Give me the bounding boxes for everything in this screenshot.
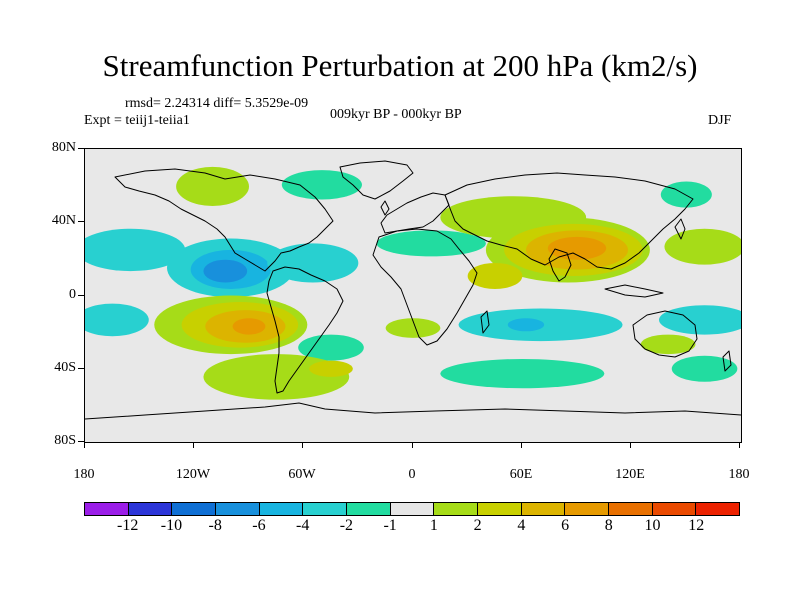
colorbar-label-5: -2	[339, 517, 354, 534]
field-contour-12	[547, 236, 607, 260]
field-contour-7	[376, 230, 486, 257]
colorbar-swatch-5	[303, 503, 348, 515]
colorbar-swatch-9	[478, 503, 522, 515]
lat-label-40n: 40N	[51, 213, 76, 228]
lat-label-equator: 0	[69, 287, 76, 302]
coastline-indonesia	[604, 284, 664, 298]
field-contour-13	[467, 262, 523, 289]
lat-label-80n: 80N	[51, 140, 76, 155]
lon-tick-120w	[193, 442, 194, 448]
coastline-uk	[380, 200, 390, 216]
field-contour-21	[298, 334, 364, 361]
lat-label-80s: 80S	[54, 433, 76, 448]
colorbar-label-2: -8	[208, 517, 222, 534]
coastline-asia	[444, 172, 694, 270]
season-label: DJF	[708, 113, 732, 128]
colorbar-label-0: -12	[117, 517, 139, 534]
coastlines	[85, 160, 741, 420]
colorbar-swatch-2	[172, 503, 217, 515]
colorbar-label-7: 1	[429, 517, 438, 534]
lon-tick-120e	[630, 442, 631, 448]
lat-tick-80s	[78, 441, 84, 442]
stats-text: rmsd= 2.24314 diff= 5.3529e-09	[125, 96, 309, 111]
colorbar-label-9: 4	[517, 517, 526, 534]
lon-tick-0	[412, 442, 413, 448]
field-contour-3	[203, 259, 248, 283]
field-contour-20	[85, 303, 149, 337]
coastline-south-america	[266, 266, 344, 394]
colorbar-label-10: 6	[561, 517, 570, 534]
map-plot-area	[84, 148, 742, 443]
field-contour-29	[440, 358, 605, 389]
colorbar-swatch-0	[85, 503, 129, 515]
colorbar-swatch-4	[259, 503, 304, 515]
lon-label-180e: 180	[728, 467, 750, 482]
field-contour-19	[232, 318, 266, 335]
colorbar-label-12: 10	[644, 517, 661, 534]
coastline-india	[548, 248, 572, 282]
coastline-greenland	[339, 160, 414, 200]
colorbar-swatch-7	[390, 503, 435, 515]
coastline-africa	[372, 228, 478, 346]
field-contour-15	[660, 181, 712, 208]
field-contour-25	[659, 305, 741, 335]
colorbar-label-4: -4	[295, 517, 310, 534]
colorbar-label-1: -10	[160, 517, 183, 534]
coastline-madagascar	[480, 310, 490, 334]
colorbar	[84, 502, 740, 516]
field-contour-5	[176, 166, 249, 206]
field-contour-26	[640, 334, 696, 355]
colorbar-label-3: -6	[252, 517, 266, 534]
lon-label-60w: 60W	[288, 467, 316, 482]
colorbar-label-13: 12	[688, 517, 705, 534]
experiment-label: Expt = teiij1-teiia1	[84, 113, 190, 128]
colorbar-label-8: 2	[473, 517, 482, 534]
colorbar-swatch-13	[652, 503, 697, 515]
coastline-new-zealand	[722, 350, 732, 372]
field-contour-24	[507, 318, 545, 332]
lon-label-120w: 120W	[175, 467, 211, 482]
field-contour-14	[664, 228, 741, 265]
field-contour-6	[281, 170, 362, 200]
lon-tick-180e	[739, 442, 740, 448]
field-contour-4	[267, 243, 359, 283]
lat-tick-40n	[78, 221, 84, 222]
coastline-antarctica	[85, 402, 741, 420]
lon-tick-180w	[84, 442, 85, 448]
colorbar-label-6: -1	[383, 517, 397, 534]
colorbar-swatch-8	[434, 503, 479, 515]
lon-label-120e: 120E	[615, 467, 645, 482]
lon-label-0: 0	[408, 467, 416, 482]
coastline-japan	[674, 218, 686, 240]
lat-tick-80n	[78, 148, 84, 149]
coastline-australia	[632, 310, 698, 358]
plot-title: Streamfunction Perturbation at 200 hPa (…	[102, 48, 698, 83]
colorbar-swatch-6	[347, 503, 391, 515]
coastline-europe	[380, 192, 450, 234]
lat-label-40s: 40S	[54, 360, 76, 375]
coastline-north-america	[114, 168, 334, 272]
field-contour-28	[309, 360, 353, 377]
field-contour-22	[385, 318, 441, 338]
lat-tick-0	[78, 295, 84, 296]
colorbar-swatch-10	[521, 503, 566, 515]
colorbar-swatch-1	[128, 503, 173, 515]
lon-label-60e: 60E	[509, 467, 533, 482]
lon-label-180w: 180	[73, 467, 95, 482]
colorbar-swatch-3	[216, 503, 260, 515]
field-contour-30	[671, 355, 738, 382]
period-label: 009kyr BP - 000kyr BP	[330, 107, 462, 122]
colorbar-swatch-12	[609, 503, 653, 515]
lon-tick-60w	[302, 442, 303, 448]
lat-tick-40s	[78, 368, 84, 369]
colorbar-label-11: 8	[604, 517, 613, 534]
colorbar-swatch-11	[565, 503, 610, 515]
field-contour-0	[85, 228, 186, 272]
lon-tick-60e	[521, 442, 522, 448]
contour-field-layer	[85, 166, 741, 400]
map-canvas	[85, 160, 741, 420]
colorbar-swatch-14	[696, 503, 740, 515]
